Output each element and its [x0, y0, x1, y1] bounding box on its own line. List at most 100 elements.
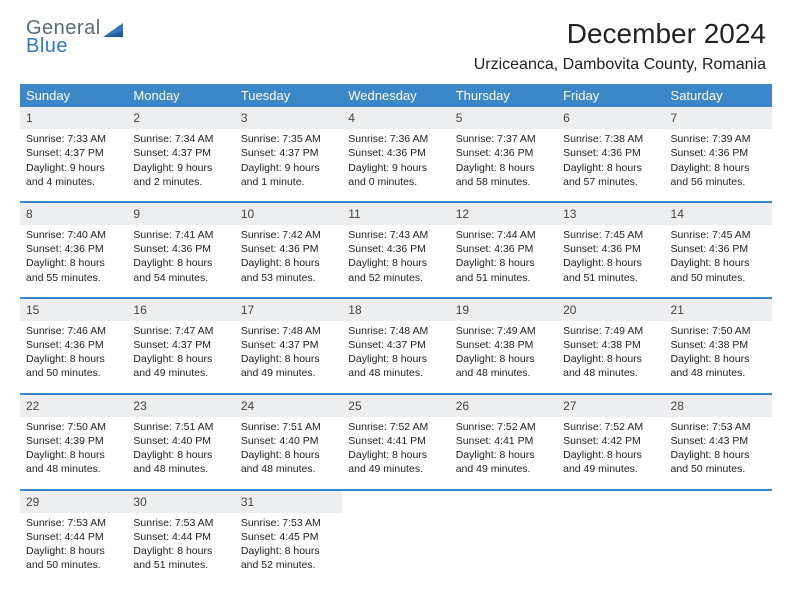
sunrise-text: Sunrise: 7:43 AM [348, 228, 443, 242]
sunrise-text: Sunrise: 7:40 AM [26, 228, 121, 242]
daylight-text: Daylight: 8 hours and 51 minutes. [563, 256, 658, 284]
sunset-text: Sunset: 4:43 PM [671, 434, 766, 448]
sunset-text: Sunset: 4:37 PM [26, 146, 121, 160]
sunrise-text: Sunrise: 7:33 AM [26, 132, 121, 146]
day-body: Sunrise: 7:53 AMSunset: 4:43 PMDaylight:… [665, 417, 772, 483]
day-number: 22 [20, 395, 127, 417]
day-body: Sunrise: 7:45 AMSunset: 4:36 PMDaylight:… [665, 225, 772, 291]
day-number: 25 [342, 395, 449, 417]
day-number: 19 [450, 299, 557, 321]
sunset-text: Sunset: 4:36 PM [563, 146, 658, 160]
daylight-text: Daylight: 8 hours and 58 minutes. [456, 161, 551, 189]
day-number: 24 [235, 395, 342, 417]
calendar-week: 1Sunrise: 7:33 AMSunset: 4:37 PMDaylight… [20, 107, 772, 195]
calendar-day [665, 491, 772, 579]
sunset-text: Sunset: 4:42 PM [563, 434, 658, 448]
sunset-text: Sunset: 4:36 PM [671, 242, 766, 256]
sunrise-text: Sunrise: 7:35 AM [241, 132, 336, 146]
sunset-text: Sunset: 4:36 PM [133, 242, 228, 256]
daylight-text: Daylight: 8 hours and 50 minutes. [671, 448, 766, 476]
day-number: 23 [127, 395, 234, 417]
day-body: Sunrise: 7:34 AMSunset: 4:37 PMDaylight:… [127, 129, 234, 195]
calendar-day: 9Sunrise: 7:41 AMSunset: 4:36 PMDaylight… [127, 203, 234, 291]
logo-text: General Blue [26, 18, 101, 56]
sunrise-text: Sunrise: 7:44 AM [456, 228, 551, 242]
calendar-day: 13Sunrise: 7:45 AMSunset: 4:36 PMDayligh… [557, 203, 664, 291]
day-body: Sunrise: 7:49 AMSunset: 4:38 PMDaylight:… [450, 321, 557, 387]
daylight-text: Daylight: 8 hours and 49 minutes. [456, 448, 551, 476]
day-number: 10 [235, 203, 342, 225]
daylight-text: Daylight: 8 hours and 48 minutes. [563, 352, 658, 380]
calendar-day: 27Sunrise: 7:52 AMSunset: 4:42 PMDayligh… [557, 395, 664, 483]
daylight-text: Daylight: 9 hours and 4 minutes. [26, 161, 121, 189]
day-number: 13 [557, 203, 664, 225]
sunrise-text: Sunrise: 7:36 AM [348, 132, 443, 146]
calendar-day: 20Sunrise: 7:49 AMSunset: 4:38 PMDayligh… [557, 299, 664, 387]
calendar-week: 15Sunrise: 7:46 AMSunset: 4:36 PMDayligh… [20, 297, 772, 387]
weekday-header: Saturday [665, 84, 772, 107]
day-body: Sunrise: 7:48 AMSunset: 4:37 PMDaylight:… [235, 321, 342, 387]
daylight-text: Daylight: 8 hours and 49 minutes. [133, 352, 228, 380]
sunrise-text: Sunrise: 7:49 AM [456, 324, 551, 338]
sunset-text: Sunset: 4:45 PM [241, 530, 336, 544]
sunset-text: Sunset: 4:36 PM [671, 146, 766, 160]
calendar-day: 23Sunrise: 7:51 AMSunset: 4:40 PMDayligh… [127, 395, 234, 483]
sunset-text: Sunset: 4:41 PM [348, 434, 443, 448]
day-body: Sunrise: 7:33 AMSunset: 4:37 PMDaylight:… [20, 129, 127, 195]
sunrise-text: Sunrise: 7:47 AM [133, 324, 228, 338]
day-body: Sunrise: 7:42 AMSunset: 4:36 PMDaylight:… [235, 225, 342, 291]
daylight-text: Daylight: 8 hours and 52 minutes. [348, 256, 443, 284]
sunset-text: Sunset: 4:36 PM [26, 242, 121, 256]
day-body: Sunrise: 7:40 AMSunset: 4:36 PMDaylight:… [20, 225, 127, 291]
calendar-day: 17Sunrise: 7:48 AMSunset: 4:37 PMDayligh… [235, 299, 342, 387]
daylight-text: Daylight: 8 hours and 48 minutes. [456, 352, 551, 380]
logo-word2: Blue [26, 36, 101, 56]
day-body: Sunrise: 7:50 AMSunset: 4:38 PMDaylight:… [665, 321, 772, 387]
daylight-text: Daylight: 8 hours and 51 minutes. [133, 544, 228, 572]
calendar-day: 24Sunrise: 7:51 AMSunset: 4:40 PMDayligh… [235, 395, 342, 483]
sunset-text: Sunset: 4:40 PM [133, 434, 228, 448]
calendar-day [557, 491, 664, 579]
daylight-text: Daylight: 8 hours and 50 minutes. [26, 544, 121, 572]
calendar-day: 28Sunrise: 7:53 AMSunset: 4:43 PMDayligh… [665, 395, 772, 483]
calendar-day [450, 491, 557, 579]
sunset-text: Sunset: 4:38 PM [563, 338, 658, 352]
day-body: Sunrise: 7:35 AMSunset: 4:37 PMDaylight:… [235, 129, 342, 195]
day-number: 16 [127, 299, 234, 321]
calendar-day: 3Sunrise: 7:35 AMSunset: 4:37 PMDaylight… [235, 107, 342, 195]
calendar-day: 15Sunrise: 7:46 AMSunset: 4:36 PMDayligh… [20, 299, 127, 387]
calendar-day: 10Sunrise: 7:42 AMSunset: 4:36 PMDayligh… [235, 203, 342, 291]
day-body: Sunrise: 7:47 AMSunset: 4:37 PMDaylight:… [127, 321, 234, 387]
sunrise-text: Sunrise: 7:52 AM [456, 420, 551, 434]
day-number: 7 [665, 107, 772, 129]
day-body: Sunrise: 7:53 AMSunset: 4:44 PMDaylight:… [127, 513, 234, 579]
calendar-day: 12Sunrise: 7:44 AMSunset: 4:36 PMDayligh… [450, 203, 557, 291]
sunset-text: Sunset: 4:36 PM [456, 242, 551, 256]
sunrise-text: Sunrise: 7:46 AM [26, 324, 121, 338]
day-number: 17 [235, 299, 342, 321]
day-number: 2 [127, 107, 234, 129]
day-number: 27 [557, 395, 664, 417]
calendar-day: 31Sunrise: 7:53 AMSunset: 4:45 PMDayligh… [235, 491, 342, 579]
sunrise-text: Sunrise: 7:53 AM [241, 516, 336, 530]
day-number: 28 [665, 395, 772, 417]
sunset-text: Sunset: 4:37 PM [133, 146, 228, 160]
sunset-text: Sunset: 4:36 PM [563, 242, 658, 256]
daylight-text: Daylight: 8 hours and 54 minutes. [133, 256, 228, 284]
sunrise-text: Sunrise: 7:38 AM [563, 132, 658, 146]
daylight-text: Daylight: 9 hours and 1 minute. [241, 161, 336, 189]
sunset-text: Sunset: 4:38 PM [456, 338, 551, 352]
sunset-text: Sunset: 4:36 PM [241, 242, 336, 256]
daylight-text: Daylight: 8 hours and 50 minutes. [26, 352, 121, 380]
sunrise-text: Sunrise: 7:34 AM [133, 132, 228, 146]
day-number: 15 [20, 299, 127, 321]
sunset-text: Sunset: 4:39 PM [26, 434, 121, 448]
day-body: Sunrise: 7:37 AMSunset: 4:36 PMDaylight:… [450, 129, 557, 195]
day-body: Sunrise: 7:39 AMSunset: 4:36 PMDaylight:… [665, 129, 772, 195]
daylight-text: Daylight: 8 hours and 49 minutes. [348, 448, 443, 476]
calendar-day: 8Sunrise: 7:40 AMSunset: 4:36 PMDaylight… [20, 203, 127, 291]
day-body: Sunrise: 7:51 AMSunset: 4:40 PMDaylight:… [127, 417, 234, 483]
sunset-text: Sunset: 4:36 PM [456, 146, 551, 160]
sunset-text: Sunset: 4:37 PM [348, 338, 443, 352]
day-body: Sunrise: 7:49 AMSunset: 4:38 PMDaylight:… [557, 321, 664, 387]
